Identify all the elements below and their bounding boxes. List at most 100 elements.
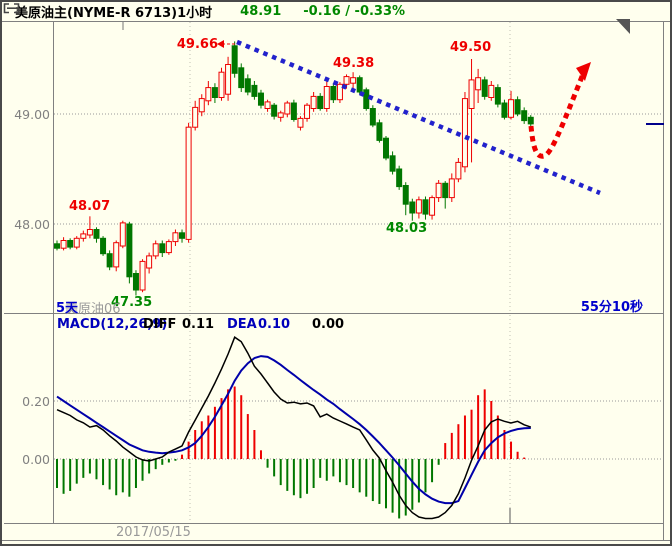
price-change: -0.16 / -0.33% <box>303 4 406 19</box>
axis-divider <box>53 21 54 523</box>
candle-body <box>383 137 389 159</box>
corner-marker-icon <box>616 19 630 34</box>
candle-body <box>448 178 455 199</box>
high-label-4950: 49.50 <box>450 40 492 55</box>
candle-body <box>442 182 449 199</box>
macd-dea-label: DEA <box>227 317 257 332</box>
candle-body <box>192 106 199 128</box>
candle-body <box>198 98 205 113</box>
candle-body <box>409 201 416 214</box>
candle-body <box>350 77 357 84</box>
candle-body <box>277 112 284 118</box>
candle-body <box>225 64 232 95</box>
candle-body <box>369 108 376 126</box>
macd-axis-020: 0.20 <box>22 394 50 409</box>
price-axis-48: 48.00 <box>14 217 50 232</box>
candle-body <box>317 95 324 110</box>
forecast-arrow <box>528 73 586 159</box>
candle-body <box>356 77 363 93</box>
high-label-4807: 48.07 <box>69 199 111 214</box>
candle-body <box>488 84 495 99</box>
candle-body <box>475 77 482 91</box>
candle-body <box>481 79 488 97</box>
candle-body <box>106 253 113 268</box>
candle-body <box>86 229 93 236</box>
candle-body <box>304 104 311 119</box>
candle-body <box>139 260 146 291</box>
candle-body <box>429 197 436 216</box>
candle-body <box>468 79 475 110</box>
candle-body <box>455 161 462 180</box>
forecast-arrowhead-icon <box>576 62 591 81</box>
candle-body <box>244 78 251 93</box>
candle-body <box>172 232 179 243</box>
candle-body <box>336 83 343 101</box>
candle-body <box>461 98 468 168</box>
candle-body <box>297 117 304 128</box>
macd-bottom-border <box>4 523 664 524</box>
candle-body <box>119 222 126 247</box>
macd-diff-label: DIFF <box>143 317 177 332</box>
macd-bar-value: 0.00 <box>312 317 345 332</box>
dea-line <box>56 355 531 505</box>
instrument-title: 美原油主(NYME-R 6713)1小时 <box>15 6 213 21</box>
low-label-4803: 48.03 <box>386 221 428 236</box>
candle-body <box>290 102 297 120</box>
macd-indicator-name[interactable]: MACD(12,26,9) <box>57 317 168 332</box>
pane-separator <box>4 313 664 314</box>
titlebar-divider <box>2 21 670 22</box>
candle-body <box>514 99 521 115</box>
candle-body <box>179 232 186 239</box>
footer-border <box>2 540 670 541</box>
candle-body <box>501 102 508 118</box>
high-label-4938: 49.38 <box>333 56 375 71</box>
candle-body <box>80 233 87 239</box>
candle-body <box>100 237 107 255</box>
candle-body <box>402 185 409 205</box>
candle-body <box>343 76 350 85</box>
candle-body <box>376 122 383 141</box>
candle-body <box>330 86 337 101</box>
candle-body <box>113 242 120 268</box>
period-label[interactable]: 5天 <box>56 301 79 316</box>
low-label-4735: 47.35 <box>111 295 153 310</box>
candle-body <box>508 99 515 118</box>
candle-body <box>67 240 74 248</box>
candle-body <box>132 273 139 291</box>
contract-label: 美原油06 <box>65 302 121 317</box>
date-label: 2017/05/15 <box>116 525 191 540</box>
candle-body <box>152 243 159 257</box>
candle-body <box>494 87 501 105</box>
candle-body <box>159 243 166 254</box>
candle-body <box>310 95 317 110</box>
candle-body <box>238 67 245 89</box>
macd-axis-000: 0.00 <box>22 452 50 467</box>
candle-body <box>284 102 291 115</box>
candle-body <box>396 168 403 188</box>
candle-body <box>422 199 429 215</box>
diff-line <box>56 336 532 520</box>
candle-body <box>54 243 60 249</box>
bar-countdown: 55分10秒 <box>580 300 643 315</box>
candle-body <box>257 92 264 106</box>
candle-body <box>323 86 330 109</box>
candle-body <box>73 237 80 248</box>
candle-body <box>264 101 271 110</box>
candle-body <box>146 255 153 269</box>
candle-body <box>60 240 67 249</box>
candle-body <box>521 110 528 122</box>
candle-body <box>205 87 212 102</box>
candle-body <box>218 71 225 98</box>
macd-diff-value: 0.11 <box>182 317 215 332</box>
last-price: 48.91 <box>240 4 282 19</box>
candle-body <box>527 116 534 125</box>
high-pointer-arrowhead-icon <box>217 40 224 48</box>
candle-body <box>211 87 218 98</box>
right-pane-border <box>663 21 664 541</box>
candle-body <box>93 229 100 239</box>
candle-body <box>271 104 278 117</box>
price-axis-49: 49.00 <box>14 107 50 122</box>
macd-dea-value: 0.10 <box>258 317 291 332</box>
